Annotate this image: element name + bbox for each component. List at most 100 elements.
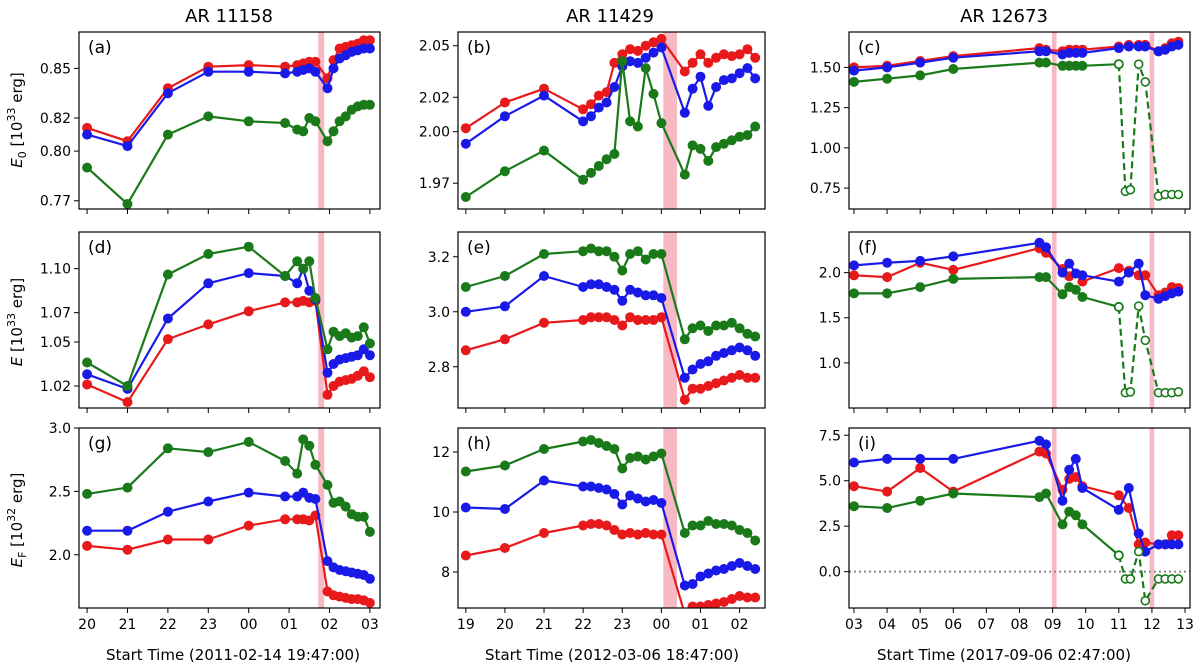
panel-b-series-blue-point bbox=[625, 56, 636, 67]
panel-i-flare-band bbox=[1051, 428, 1057, 608]
panel-g-series-green-point bbox=[280, 456, 291, 466]
panel-e-series-red-point bbox=[593, 312, 604, 323]
panel-f-ytick-label: 2.0 bbox=[819, 266, 841, 282]
panel-c-series-green-dashed-point bbox=[1173, 189, 1184, 200]
panel-f-series-green-point bbox=[1041, 272, 1051, 283]
panel-e-series-green-point bbox=[632, 246, 643, 257]
panel-f-label: (f) bbox=[858, 238, 877, 258]
panel-a-series-green-point bbox=[243, 116, 254, 127]
panel-c-series-blue-point bbox=[1140, 41, 1151, 52]
panel-e-series-red-point bbox=[539, 317, 549, 328]
panel-a-series-blue-point bbox=[310, 66, 321, 77]
panel-e-series-blue-point bbox=[750, 350, 761, 361]
panel-h-series-blue-point bbox=[617, 499, 628, 510]
panel-h-ytick-label: 12 bbox=[432, 445, 450, 461]
panel-d-ytick-label: 1.10 bbox=[40, 262, 71, 278]
panel-b-ytick-label: 2.05 bbox=[419, 39, 450, 55]
panel-a-series-red-point bbox=[310, 56, 321, 67]
panel-d-series-blue-point bbox=[322, 367, 333, 378]
panel-h-xtick-label: 19 bbox=[457, 617, 475, 633]
panel-a-series-green-point bbox=[340, 111, 351, 122]
panel-a-series-blue-point bbox=[122, 141, 133, 152]
panel-e-label: (e) bbox=[467, 238, 491, 258]
panel-h-series-blue-point bbox=[711, 565, 722, 576]
panel-h-xtick-label: 00 bbox=[652, 617, 670, 633]
panel-c-series-blue-point bbox=[1123, 41, 1134, 52]
panel-f-series-blue-point bbox=[1113, 276, 1124, 287]
panel-g-series-blue-point bbox=[364, 573, 375, 584]
panel-i-xtick-label: 13 bbox=[1176, 617, 1194, 633]
panel-i-series-red-point bbox=[849, 481, 859, 492]
panel-g-series-green-point bbox=[203, 447, 214, 458]
panel-g-xtick-label: 23 bbox=[199, 617, 217, 633]
panel-d-series-blue-point bbox=[162, 313, 173, 324]
panel-c-series-blue-point bbox=[1113, 43, 1124, 54]
panel-c-series-green-dashed-point bbox=[1133, 59, 1144, 69]
panel-i-series-blue-point bbox=[1140, 546, 1151, 557]
panel-b-series-green-point bbox=[734, 131, 745, 142]
panel-c-ytick-label: 1.00 bbox=[810, 141, 841, 157]
panel-e-series-red-point bbox=[679, 394, 690, 405]
panel-f-series-green-dashed-point bbox=[1140, 335, 1151, 346]
panel-e-series-green-point bbox=[539, 249, 549, 259]
panel-b-series-green-point bbox=[632, 121, 643, 132]
panel-a-series-blue-point bbox=[328, 63, 339, 74]
panel-c-series-green-point bbox=[882, 73, 893, 84]
panel-b-series-green-point bbox=[593, 161, 604, 171]
panel-i-series-blue-point bbox=[948, 453, 959, 464]
panel-b-series-green-point bbox=[679, 169, 690, 180]
panel-h-series-red-point bbox=[578, 520, 589, 531]
panel-a-ytick-label: 0.82 bbox=[40, 111, 71, 127]
panel-e-series-red-point bbox=[750, 372, 761, 383]
panel-g-series-group bbox=[82, 434, 375, 608]
panel-b-series-blue-point bbox=[578, 116, 589, 127]
panel-h-label: (h) bbox=[467, 434, 491, 454]
panel-a-series-group bbox=[82, 35, 375, 209]
panel-h-series-green-point bbox=[679, 528, 690, 538]
panel-i-xtick-label: 12 bbox=[1143, 617, 1161, 633]
panel-c: 0.75 1.00 1.25 1.50 (c) bbox=[810, 31, 1191, 214]
panel-d-series-green-point bbox=[310, 293, 321, 303]
panel-i-label: (i) bbox=[858, 434, 876, 454]
panel-f-series-blue-point bbox=[1123, 267, 1134, 278]
panel-i: 0.0 2.5 5.0 7.5 03 04 05 06 07 08 09 10 11 12 13 (i) bbox=[819, 427, 1194, 633]
panel-b-series-green-point bbox=[711, 142, 722, 153]
panel-i-flare-band bbox=[1149, 428, 1155, 608]
panel-e-series-blue-point bbox=[648, 290, 659, 301]
panel-i-series-green-point bbox=[1057, 519, 1068, 530]
panel-a-series-red-point bbox=[364, 35, 375, 46]
panel-i-frame bbox=[848, 427, 1191, 609]
panel-e-series-green-point bbox=[648, 249, 659, 259]
panel-f-flare-band bbox=[1149, 232, 1155, 408]
panel-b-series-blue-point bbox=[703, 100, 714, 111]
panel-e-series-blue-point bbox=[632, 287, 643, 298]
panel-h-series-green-point bbox=[499, 460, 510, 471]
panel-f-series-green-point bbox=[882, 288, 893, 299]
panel-g-series-blue-point bbox=[280, 491, 291, 502]
panel-i-xtick-label: 10 bbox=[1077, 617, 1095, 633]
panel-b-series-red-point bbox=[586, 99, 596, 110]
panel-e-series-green-point bbox=[586, 243, 596, 254]
panel-c-series-group bbox=[849, 36, 1184, 201]
panel-g: 2.0 2.5 3.0 20 21 22 23 00 01 02 03 (g) bbox=[49, 421, 381, 633]
panel-b-series-blue-point bbox=[609, 82, 620, 92]
panel-a-series-green-point bbox=[298, 126, 309, 137]
panel-e-series-red-point bbox=[609, 315, 620, 325]
panel-h-series-blue-point bbox=[578, 481, 589, 492]
panel-f-series-green-point bbox=[1077, 292, 1088, 302]
panel-f-series-blue-point bbox=[1077, 270, 1088, 281]
panel-f-series-red-point bbox=[849, 270, 859, 281]
panel-b-series-green-point bbox=[625, 116, 636, 127]
panel-h-series-red-point bbox=[687, 601, 698, 608]
panel-f-series-green-dashed-point bbox=[1125, 386, 1136, 397]
panel-b-series-red-point bbox=[695, 49, 706, 60]
panel-g-xtick-label: 20 bbox=[78, 617, 96, 633]
panel-b-series-blue-point bbox=[687, 83, 698, 94]
panel-b-ytick-label: 2.02 bbox=[419, 90, 450, 106]
panel-g-xtick-label: 00 bbox=[240, 617, 258, 633]
column-title-1: AR 11158 bbox=[185, 6, 273, 27]
panel-b-series-green-point bbox=[539, 145, 549, 156]
panel-e-series-green-point bbox=[750, 331, 761, 342]
panel-d-series-green-point bbox=[322, 344, 333, 355]
panel-h-series-red-point bbox=[711, 598, 722, 608]
